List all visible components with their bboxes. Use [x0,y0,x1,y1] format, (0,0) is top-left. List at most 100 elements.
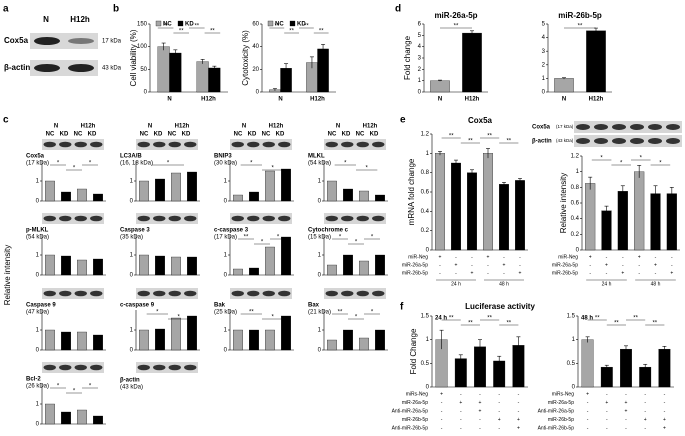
blot-band [262,215,275,222]
bar [650,193,661,251]
y-tick-label: 4 [418,44,422,50]
blot [136,213,198,224]
y-axis-label: mRNA fold change [407,158,416,225]
treatment-name: miR-Neg [408,254,428,260]
bar [281,236,291,276]
bar [233,329,243,351]
bar [601,210,612,251]
significance-label: * [73,166,76,172]
y-tick-label: 1 [224,179,228,185]
significance-label: ** [179,29,184,35]
significance-label: * [355,315,358,321]
y-tick-label: 1 [36,179,40,185]
chart-title: MLKL [308,154,325,160]
y-tick-label: 0.4 [571,216,580,222]
group-label: 24 h [602,281,612,287]
blot-band [231,290,244,297]
condition-label: N [242,124,246,130]
treatment-mark: - [498,400,500,406]
bar [666,193,677,251]
treatment-mark: + [455,262,458,268]
treatment-mark: - [589,270,591,276]
significance-label: ** [244,235,249,241]
y-tick-label: 0 [576,248,580,254]
x-tick-label: H12h [310,97,325,103]
y-tick-label: 0.5 [421,361,430,367]
treatment-mark: - [664,391,666,397]
chart-title: Bcl-2 [26,377,41,383]
y-tick-label: 1 [572,337,576,343]
treatment-mark: - [625,417,627,423]
blot-band [648,124,662,130]
bar [581,339,594,388]
treatment-name: miR-26b-5p [552,270,578,276]
legend-label: NC [163,22,172,28]
blot-band [356,141,369,148]
significance-label: ** [449,316,454,322]
legend-swatch [155,20,162,27]
chart-title: miR-26a-5p [434,11,477,20]
bar [45,329,55,351]
blot-band [630,124,644,130]
bar [169,52,182,93]
treatment-name: Anti-miR-26b-5p [538,425,575,431]
chart-title: c-caspase 3 [214,228,249,234]
y-tick-label: 0 [224,273,228,279]
treatment-name: miR-26a-5p [402,262,428,268]
significance-label: * [620,161,623,167]
blot-band [372,141,385,148]
condition-label: H12h [269,124,284,130]
x-tick-label: H12h [589,97,604,103]
blot-size: 17 kDa [102,39,122,45]
blot [42,213,104,224]
significance-label: * [365,166,368,172]
blot-band [59,290,72,297]
significance-label: ** [487,134,492,140]
y-tick-label: 150 [137,22,148,28]
treatment-mark: - [441,417,443,423]
treatment-mark: - [644,425,646,431]
blot-band [34,37,60,45]
chart-title: miR-26b-5p [558,11,602,20]
treatment-mark: - [606,254,608,260]
bar [639,366,652,388]
y-tick-label: 0 [130,273,134,279]
treatment-mark: - [622,254,624,260]
bar [155,328,165,351]
bar [233,268,243,276]
bar [249,191,259,202]
y-tick-label: 0.2 [421,228,430,234]
blot-band [153,364,166,371]
treatment-name: miR-26b-5p [402,417,428,423]
treatment-name: miRs-Neg [406,391,428,397]
y-tick-label: 1 [224,328,228,334]
blot-band [168,141,181,148]
y-tick-label: 1 [418,78,422,84]
treatment-mark: - [644,391,646,397]
bar [281,315,291,351]
group-label: 24 h [451,281,461,287]
bar [600,366,613,388]
significance-label: ** [163,24,168,30]
significance-label: * [57,384,60,390]
y-tick-label: 1 [224,253,228,259]
treatment-mark: - [518,391,520,397]
bar [93,193,103,202]
treatment-mark: - [606,270,608,276]
bar [77,259,87,276]
panel-label: a [3,4,9,15]
significance-label: * [167,161,170,167]
legend-label: KD [297,22,306,28]
group-label: NC [262,132,271,138]
legend-swatch [289,20,296,27]
chart-title: Cox5a [468,116,493,125]
y-tick-label: 100 [137,44,148,50]
significance-label: * [600,156,603,162]
treatment-mark: - [644,400,646,406]
condition-label: H12h [175,124,190,130]
blot-band [262,141,275,148]
significance-label: ** [304,24,309,30]
bar [45,403,55,425]
blot-band [594,124,608,130]
blot-band [68,64,94,72]
